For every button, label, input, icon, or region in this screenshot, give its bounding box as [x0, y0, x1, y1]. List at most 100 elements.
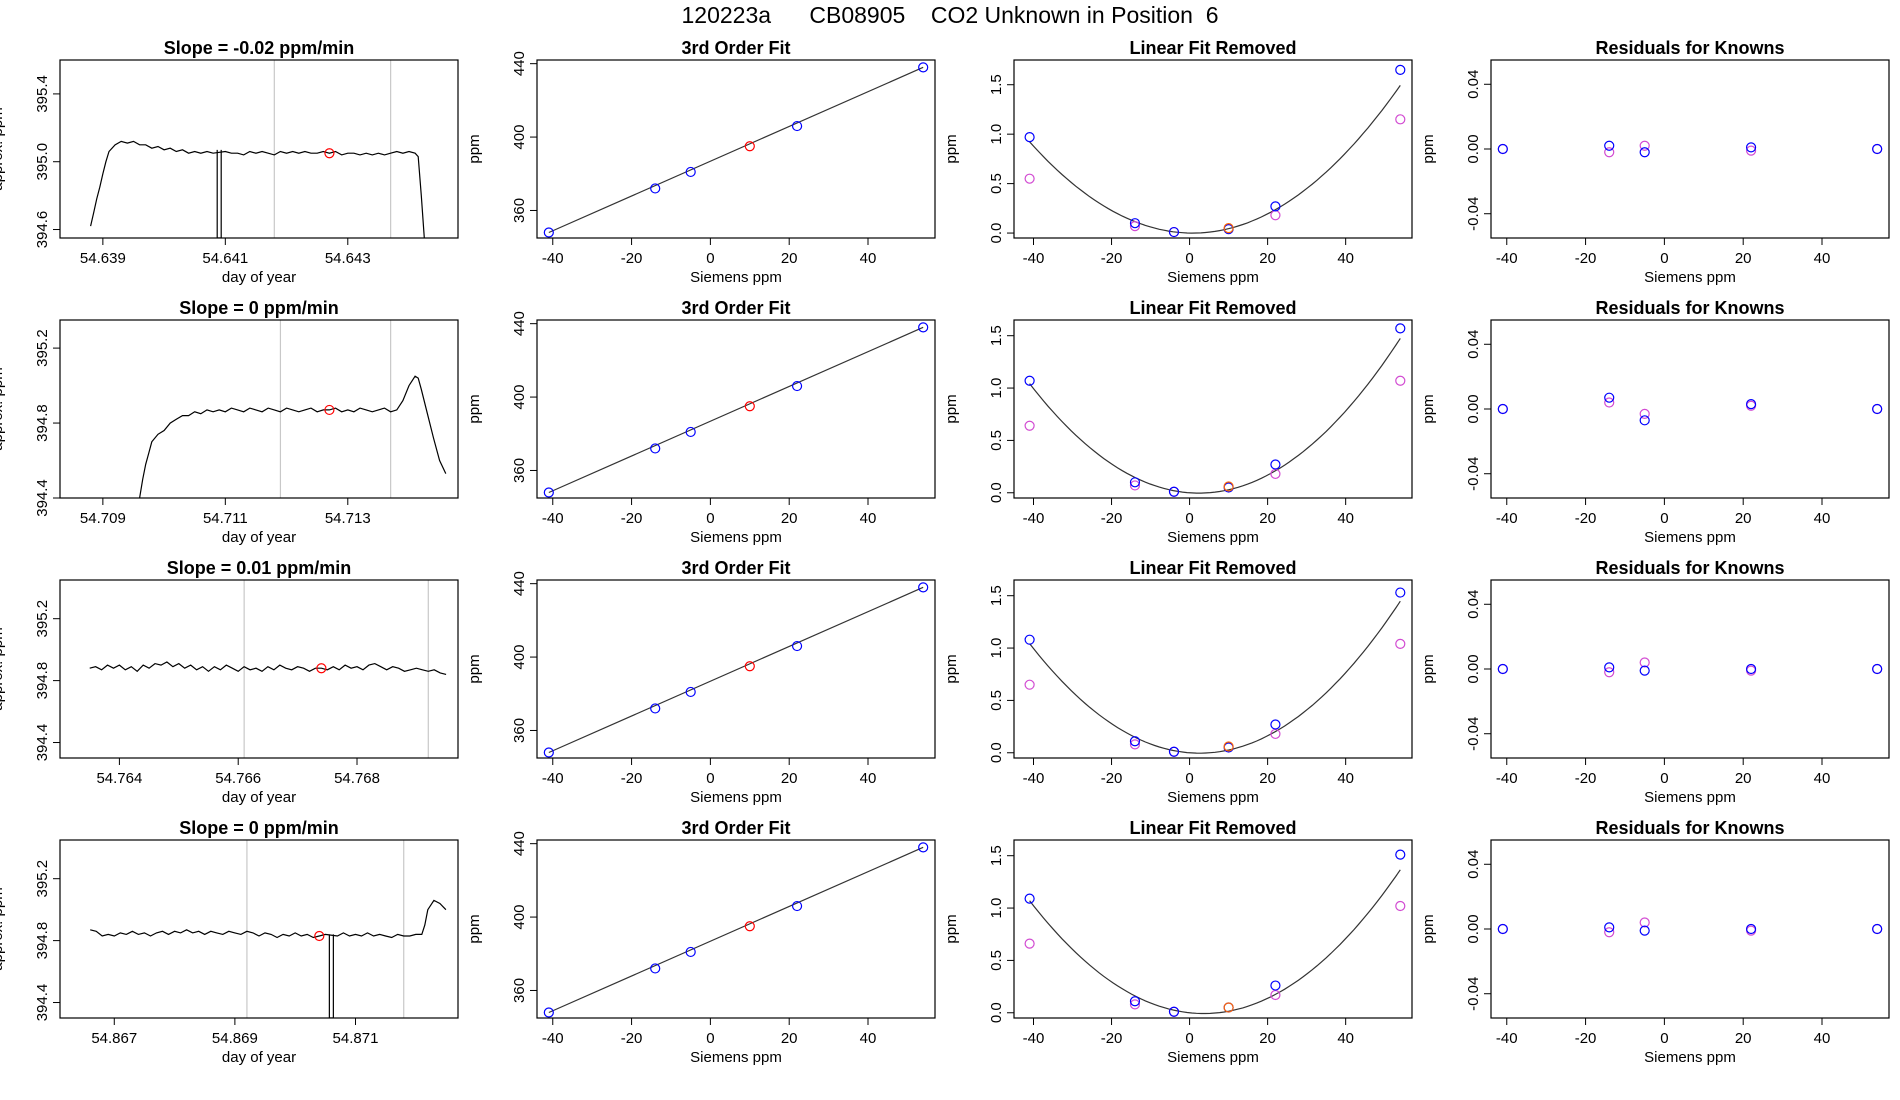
y-tick-label: 440 — [511, 831, 528, 856]
y-tick-label: 0.5 — [988, 950, 1005, 971]
known-point — [1872, 923, 1883, 935]
fit-line — [548, 326, 924, 494]
known-point — [1872, 663, 1883, 675]
trace-line — [89, 661, 447, 675]
known-point — [650, 963, 661, 974]
y-tick-label: 0.00 — [1465, 654, 1482, 683]
x-tick-label: 0 — [1660, 770, 1668, 787]
plot-area — [543, 582, 929, 758]
x-axis-label: Siemens ppm — [690, 529, 782, 546]
plot-area — [1497, 140, 1883, 158]
x-axis-label: day of year — [222, 789, 296, 806]
x-tick-label: 54.867 — [91, 1030, 137, 1047]
y-tick-label: 1.0 — [988, 898, 1005, 919]
magenta-point — [1129, 480, 1141, 491]
panel-r4-c1: Slope = 0 ppm/min day of year approx. ppm 5… — [0, 818, 459, 1066]
unknown-point — [1223, 223, 1234, 234]
x-tick-label: 54.711 — [203, 510, 248, 527]
magenta-point — [1024, 420, 1035, 431]
known-point — [650, 183, 661, 194]
y-tick-label: 1.0 — [988, 124, 1005, 145]
y-tick-label: 394.6 — [34, 211, 51, 249]
x-tick-label: 20 — [1259, 250, 1276, 267]
plot-frame — [536, 319, 936, 499]
panel-r4-c2: 3rd Order Fit Siemens ppm ppm -40 -20 0 20 40 36… — [466, 818, 936, 1066]
known-point — [1745, 923, 1757, 935]
known-point — [1639, 147, 1650, 158]
y-axis-label: ppm — [466, 394, 483, 423]
x-tick-label: -40 — [1023, 250, 1045, 267]
y-tick-label: 400 — [511, 385, 528, 410]
plot-frame — [1490, 59, 1890, 239]
y-tick-label: 395.4 — [34, 75, 51, 113]
trace-line — [90, 899, 447, 939]
x-tick-label: 20 — [1259, 1030, 1276, 1047]
trace-line — [139, 375, 447, 498]
magenta-point — [1395, 375, 1406, 386]
y-tick-label: 0.5 — [988, 173, 1005, 194]
fit-curve — [1029, 600, 1401, 754]
x-axis-label: Siemens ppm — [1644, 1049, 1736, 1066]
known-point — [1395, 64, 1406, 75]
x-axis-label: day of year — [222, 1049, 296, 1066]
x-tick-label: 54.871 — [333, 1030, 379, 1047]
y-tick-label: 360 — [511, 458, 528, 483]
x-axis-label: day of year — [222, 529, 296, 546]
x-tick-label: 54.869 — [212, 1030, 258, 1047]
y-tick-label: 0.00 — [1465, 134, 1482, 163]
x-tick-label: 20 — [1735, 770, 1752, 787]
unknown-point — [1223, 1002, 1234, 1013]
panel-r1-c3: Linear Fit Removed Siemens ppm ppm -40 -20 0 2… — [943, 38, 1413, 286]
magenta-point — [1604, 667, 1615, 678]
y-tick-label: 360 — [511, 718, 528, 743]
y-axis-label: ppm — [943, 654, 960, 683]
x-tick-label: 20 — [781, 770, 798, 787]
x-tick-label: -20 — [621, 1030, 643, 1047]
panel-r4-c3: Linear Fit Removed Siemens ppm ppm -40 -20 0 2… — [943, 818, 1413, 1066]
y-tick-label: 360 — [511, 198, 528, 223]
y-tick-label: 360 — [511, 978, 528, 1003]
x-tick-label: 20 — [781, 1030, 798, 1047]
known-point — [1872, 143, 1883, 155]
plot-frame — [1490, 839, 1890, 1019]
y-tick-label: -0.04 — [1465, 977, 1482, 1011]
average-marker — [314, 930, 325, 942]
panel-r3-c3: Linear Fit Removed Siemens ppm ppm -40 -20 0 2… — [943, 558, 1413, 806]
x-tick-label: 20 — [1259, 770, 1276, 787]
x-tick-label: 40 — [1337, 250, 1354, 267]
known-point — [1129, 477, 1141, 488]
panel-r1-c4: Residuals for Knowns Siemens ppm ppm -40 -20… — [1420, 38, 1890, 286]
panel-r3-c4: Residuals for Knowns Siemens ppm ppm -40 -20… — [1420, 558, 1890, 806]
y-axis-label: ppm — [1420, 914, 1437, 943]
x-axis-label: day of year — [222, 269, 296, 286]
y-tick-label: -0.04 — [1465, 457, 1482, 491]
y-tick-label: 1.5 — [988, 74, 1005, 95]
dropout-spike — [328, 934, 334, 1018]
x-tick-label: -40 — [1023, 510, 1045, 527]
x-tick-label: 40 — [1337, 1030, 1354, 1047]
y-tick-label: -0.04 — [1465, 197, 1482, 231]
known-point — [1497, 403, 1508, 415]
panel-r1-c1: Slope = -0.02 ppm/min day of year approx. … — [0, 38, 459, 286]
x-axis-label: Siemens ppm — [690, 789, 782, 806]
y-tick-label: 0.5 — [988, 690, 1005, 711]
known-point — [1745, 663, 1757, 675]
y-tick-label: 1.0 — [988, 378, 1005, 399]
known-point — [791, 900, 803, 912]
y-tick-label: 400 — [511, 645, 528, 670]
y-tick-label: 0.0 — [988, 742, 1005, 763]
known-point — [1604, 392, 1615, 403]
x-tick-label: 40 — [860, 1030, 877, 1047]
known-point — [1024, 893, 1035, 904]
x-tick-label: -20 — [1575, 510, 1597, 527]
x-tick-label: 0 — [706, 770, 714, 787]
plot-area — [1497, 657, 1883, 678]
x-axis-label: Siemens ppm — [1644, 529, 1736, 546]
x-tick-label: 0 — [1185, 510, 1193, 527]
x-axis-label: Siemens ppm — [1167, 529, 1259, 546]
y-axis-label: ppm — [1420, 394, 1437, 423]
x-tick-label: -40 — [542, 1030, 564, 1047]
x-tick-label: -40 — [542, 770, 564, 787]
y-axis-label: ppm — [943, 134, 960, 163]
known-point — [1395, 849, 1406, 860]
